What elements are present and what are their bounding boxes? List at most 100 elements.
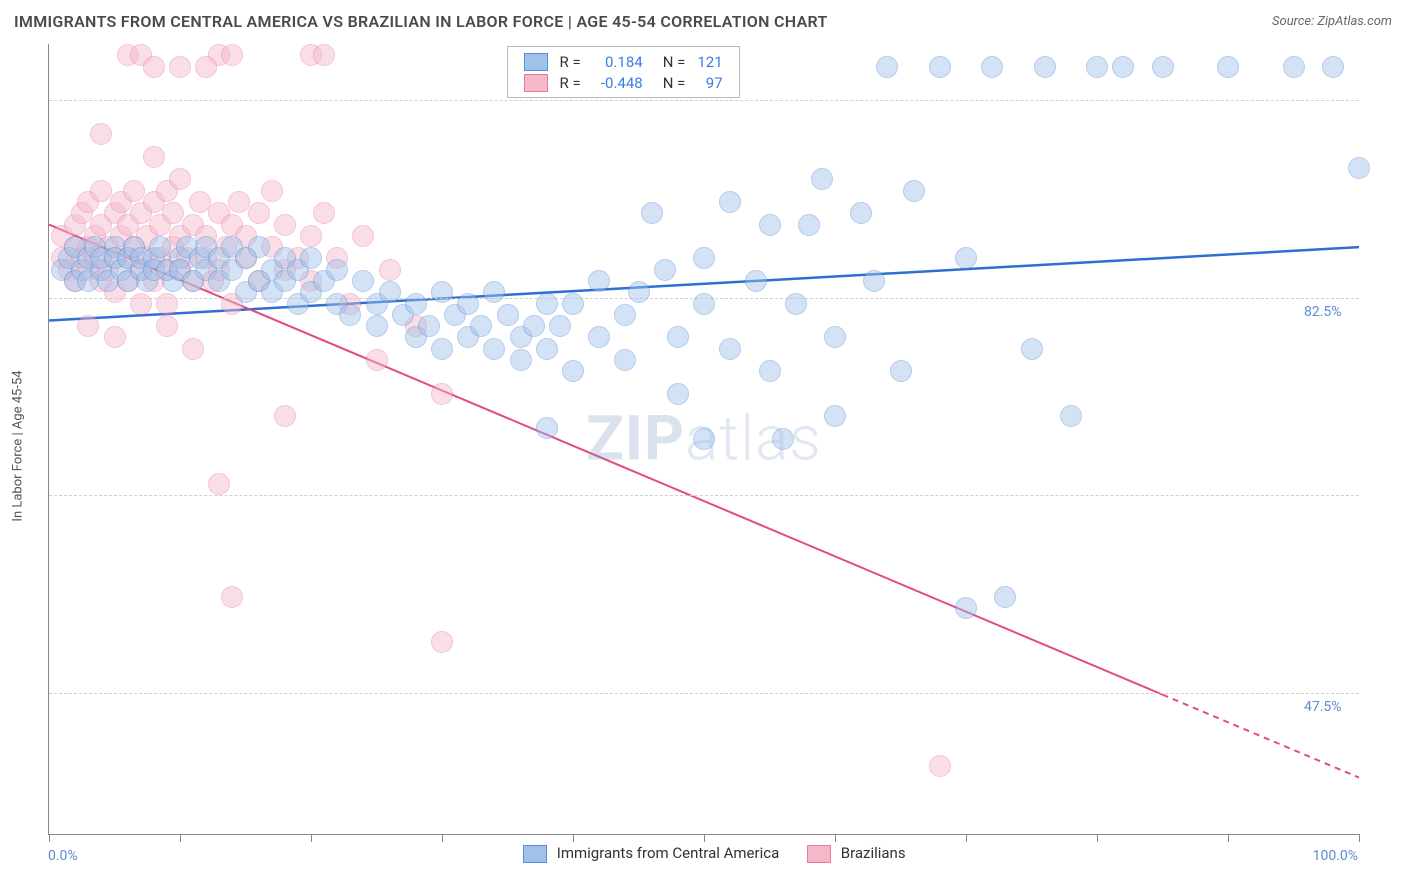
x-tick bbox=[49, 834, 50, 842]
data-point bbox=[123, 180, 145, 202]
data-point bbox=[431, 631, 453, 653]
data-point bbox=[339, 304, 361, 326]
data-point bbox=[1034, 56, 1056, 78]
data-point bbox=[994, 586, 1016, 608]
data-point bbox=[379, 259, 401, 281]
data-point bbox=[1112, 56, 1134, 78]
source-attribution: Source: ZipAtlas.com bbox=[1272, 14, 1392, 29]
data-point bbox=[772, 428, 794, 450]
data-point bbox=[811, 168, 833, 190]
x-tick-label: 0.0% bbox=[48, 848, 78, 864]
data-point bbox=[667, 383, 689, 405]
x-tick bbox=[1359, 834, 1360, 842]
data-point bbox=[510, 349, 532, 371]
legend-item: Brazilians bbox=[807, 844, 906, 862]
chart-container: IMMIGRANTS FROM CENTRAL AMERICA VS BRAZI… bbox=[0, 0, 1406, 892]
data-point bbox=[588, 270, 610, 292]
legend-label: Brazilians bbox=[841, 844, 906, 862]
legend-n-label: N = bbox=[649, 51, 692, 72]
data-point bbox=[352, 225, 374, 247]
data-point bbox=[221, 44, 243, 66]
x-tick bbox=[966, 834, 967, 842]
data-point bbox=[824, 326, 846, 348]
legend-n-label: N = bbox=[649, 72, 692, 93]
data-point bbox=[431, 281, 453, 303]
data-point bbox=[824, 405, 846, 427]
data-point bbox=[759, 360, 781, 382]
data-point bbox=[693, 428, 715, 450]
data-point bbox=[562, 360, 584, 382]
data-point bbox=[313, 202, 335, 224]
data-point bbox=[1060, 405, 1082, 427]
legend-label: Immigrants from Central America bbox=[557, 844, 780, 862]
data-point bbox=[431, 383, 453, 405]
data-point bbox=[366, 315, 388, 337]
grid-line bbox=[49, 693, 1359, 694]
data-point bbox=[379, 281, 401, 303]
legend-swatch bbox=[524, 74, 548, 92]
data-point bbox=[1217, 56, 1239, 78]
data-point bbox=[785, 293, 807, 315]
data-point bbox=[693, 247, 715, 269]
data-point bbox=[536, 417, 558, 439]
data-point bbox=[162, 202, 184, 224]
data-point bbox=[313, 44, 335, 66]
correlation-legend: R = 0.184 N = 121 R = -0.448 N = 97 bbox=[507, 46, 740, 98]
data-point bbox=[221, 586, 243, 608]
data-point bbox=[326, 259, 348, 281]
x-tick-label: 100.0% bbox=[1313, 848, 1358, 864]
data-point bbox=[654, 259, 676, 281]
data-point bbox=[614, 304, 636, 326]
data-point bbox=[195, 56, 217, 78]
data-point bbox=[536, 338, 558, 360]
regression-line bbox=[49, 225, 1163, 695]
data-point bbox=[405, 293, 427, 315]
x-tick bbox=[704, 834, 705, 842]
data-point bbox=[798, 214, 820, 236]
data-point bbox=[300, 225, 322, 247]
data-point bbox=[536, 293, 558, 315]
data-point bbox=[352, 270, 374, 292]
data-point bbox=[189, 191, 211, 213]
data-point bbox=[588, 326, 610, 348]
data-point bbox=[549, 315, 571, 337]
data-point bbox=[955, 597, 977, 619]
data-point bbox=[850, 202, 872, 224]
x-tick bbox=[835, 834, 836, 842]
legend-n-value: 97 bbox=[691, 72, 728, 93]
data-point bbox=[1322, 56, 1344, 78]
legend-r-label: R = bbox=[554, 51, 587, 72]
y-tick-label: 82.5% bbox=[1304, 304, 1342, 320]
data-point bbox=[169, 56, 191, 78]
data-point bbox=[667, 326, 689, 348]
data-point bbox=[1152, 56, 1174, 78]
x-tick bbox=[1228, 834, 1229, 842]
data-point bbox=[719, 338, 741, 360]
legend-r-label: R = bbox=[554, 72, 587, 93]
legend-swatch bbox=[807, 845, 831, 863]
data-point bbox=[418, 315, 440, 337]
data-point bbox=[693, 293, 715, 315]
data-point bbox=[248, 202, 270, 224]
data-point bbox=[929, 56, 951, 78]
legend-item: Immigrants from Central America bbox=[523, 844, 783, 862]
data-point bbox=[641, 202, 663, 224]
data-point bbox=[169, 168, 191, 190]
data-point bbox=[208, 473, 230, 495]
data-point bbox=[719, 191, 741, 213]
data-point bbox=[366, 349, 388, 371]
data-point bbox=[228, 191, 250, 213]
grid-line bbox=[49, 495, 1359, 496]
data-point bbox=[614, 349, 636, 371]
data-point bbox=[981, 56, 1003, 78]
grid-line bbox=[49, 100, 1359, 101]
data-point bbox=[182, 338, 204, 360]
data-point bbox=[523, 315, 545, 337]
data-point bbox=[890, 360, 912, 382]
data-point bbox=[759, 214, 781, 236]
data-point bbox=[143, 56, 165, 78]
data-point bbox=[261, 180, 283, 202]
data-point bbox=[77, 315, 99, 337]
data-point bbox=[130, 293, 152, 315]
legend-swatch bbox=[523, 845, 547, 863]
